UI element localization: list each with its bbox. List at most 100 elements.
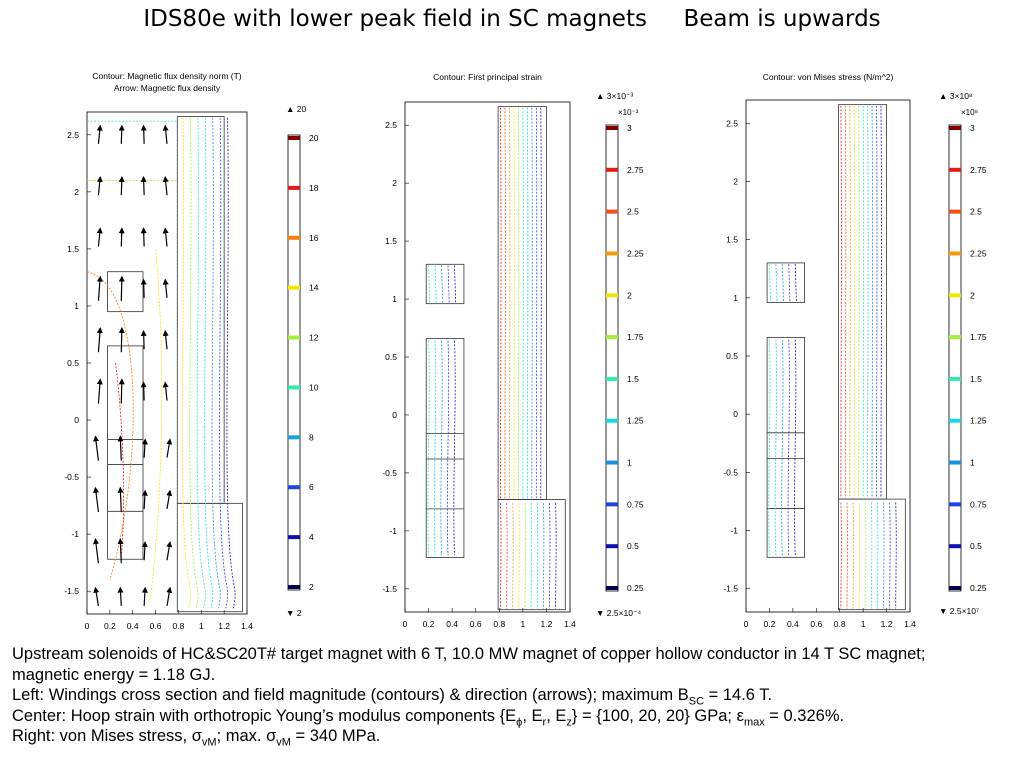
y-tick-label: 0 — [74, 415, 79, 425]
colorbar-label: 2.25 — [627, 248, 644, 258]
contour-line — [531, 107, 533, 499]
colorbar-swatch — [288, 136, 300, 140]
colorbar-swatch — [288, 485, 300, 490]
y-tick-label: -0.5 — [382, 468, 397, 478]
contour-line — [768, 339, 771, 555]
y-tick-label: -1 — [71, 529, 79, 539]
contour-line — [526, 107, 529, 499]
y-tick-label: -1.5 — [723, 584, 738, 594]
y-tick-label: -0.5 — [64, 472, 79, 482]
sc-magnet-outline — [497, 499, 566, 611]
colorbar-label: 2 — [970, 290, 975, 300]
field-arrow — [96, 227, 103, 247]
contour-line — [447, 265, 450, 303]
x-tick-label: 0.4 — [787, 619, 799, 629]
y-tick-label: 2.5 — [67, 130, 79, 140]
colorbar-swatch — [606, 586, 618, 590]
y-tick-label: -1.5 — [382, 584, 397, 594]
colorbar-min-label: ▼ 2 — [286, 608, 302, 618]
colorbar-label: 3 — [627, 123, 632, 133]
colorbar-label: 10 — [309, 382, 319, 392]
contour-line — [509, 107, 511, 499]
field-arrow — [162, 175, 169, 196]
x-tick-label: 0 — [744, 619, 749, 629]
colorbar-label: 6 — [309, 482, 314, 492]
contour-line — [895, 502, 897, 609]
slide-title: IDS80e with lower peak field in SC magne… — [143, 6, 881, 32]
caption-sub: ϕ — [516, 715, 523, 728]
colorbar-label: 16 — [309, 233, 319, 243]
y-tick-label: 2 — [733, 176, 738, 186]
caption-line-3: Left: Windings cross section and field m… — [12, 685, 1017, 707]
contour-line — [149, 248, 163, 603]
y-tick-label: 0.5 — [726, 351, 738, 361]
coil-outline — [766, 336, 805, 558]
field-arrow — [140, 175, 147, 196]
colorbar-swatch — [606, 209, 618, 214]
coil-outline — [107, 271, 144, 313]
field-arrow — [118, 124, 125, 144]
contour-line — [876, 105, 878, 498]
colorbar-max-label: ▲ 20 — [286, 104, 307, 114]
colorbar-swatch — [288, 235, 300, 240]
x-tick-label: 0.6 — [470, 619, 482, 629]
field-arrow — [140, 329, 147, 350]
contour-line — [555, 503, 557, 609]
colorbar-label: 1.75 — [627, 332, 644, 342]
contour-line — [428, 265, 431, 303]
caption-center-text: , E — [522, 706, 543, 725]
colorbar-label: 18 — [309, 183, 319, 193]
x-tick-label: 1.4 — [564, 619, 576, 629]
colorbar-label: 2.25 — [970, 248, 987, 258]
x-tick-label: 0.8 — [493, 619, 505, 629]
contour-line — [86, 271, 134, 580]
colorbar-max-label: ▲ 3×10⁸ — [939, 91, 973, 101]
field-arrow — [117, 586, 124, 606]
contour-line — [433, 340, 437, 556]
colorbar-swatch — [606, 293, 618, 298]
contour-line — [506, 503, 508, 609]
colorbar-multiplier: ×10⁸ — [961, 108, 978, 117]
contour-line — [441, 265, 444, 303]
colorbar-min-label: ▼ 2.5×10⁷ — [939, 606, 979, 616]
field-arrow — [96, 275, 103, 301]
contour-line — [877, 502, 879, 609]
coil-outline — [425, 338, 465, 558]
sc-magnet-outline — [176, 116, 225, 504]
contour-line — [522, 107, 524, 499]
contour-line — [794, 339, 797, 555]
x-tick-label: 0.6 — [150, 621, 162, 631]
caption: Upstream solenoids of HC&SC20T# target m… — [12, 644, 1017, 748]
colorbar-swatch — [606, 335, 618, 340]
y-tick-label: 1.5 — [726, 235, 738, 245]
field-arrow — [96, 124, 103, 144]
x-tick-label: 0 — [85, 621, 90, 631]
y-tick-label: 2.5 — [385, 120, 397, 130]
x-tick-label: 1 — [520, 619, 525, 629]
colorbar-swatch — [949, 335, 961, 340]
y-tick-label: 1.5 — [385, 236, 397, 246]
contour-line — [518, 503, 520, 609]
colorbar — [605, 124, 619, 592]
field-arrow — [118, 326, 125, 353]
colorbar-label: 0.5 — [970, 541, 982, 551]
x-tick-label: 1.2 — [541, 619, 553, 629]
colorbar-swatch — [288, 385, 300, 390]
colorbar-label: 2.5 — [627, 207, 639, 217]
colorbar-swatch — [949, 460, 961, 465]
contour-line — [844, 105, 847, 498]
contour-line — [853, 105, 856, 498]
contour-line — [840, 502, 842, 609]
colorbar-swatch — [949, 418, 961, 423]
contour-line — [862, 105, 865, 498]
plot-frame — [745, 99, 911, 613]
colorbar-multiplier: ×10⁻³ — [618, 108, 639, 117]
y-tick-label: 1 — [733, 293, 738, 303]
plots-area: Contour: Magnetic flux density norm (T) A… — [64, 71, 987, 631]
colorbar-label: 2 — [309, 582, 314, 592]
caption-right-text: Right: von Mises stress, σ — [12, 727, 202, 745]
field-arrow — [166, 438, 173, 458]
colorbar-label: 14 — [309, 283, 319, 293]
x-tick-label: 1.4 — [904, 619, 916, 629]
contour-line — [858, 502, 861, 609]
